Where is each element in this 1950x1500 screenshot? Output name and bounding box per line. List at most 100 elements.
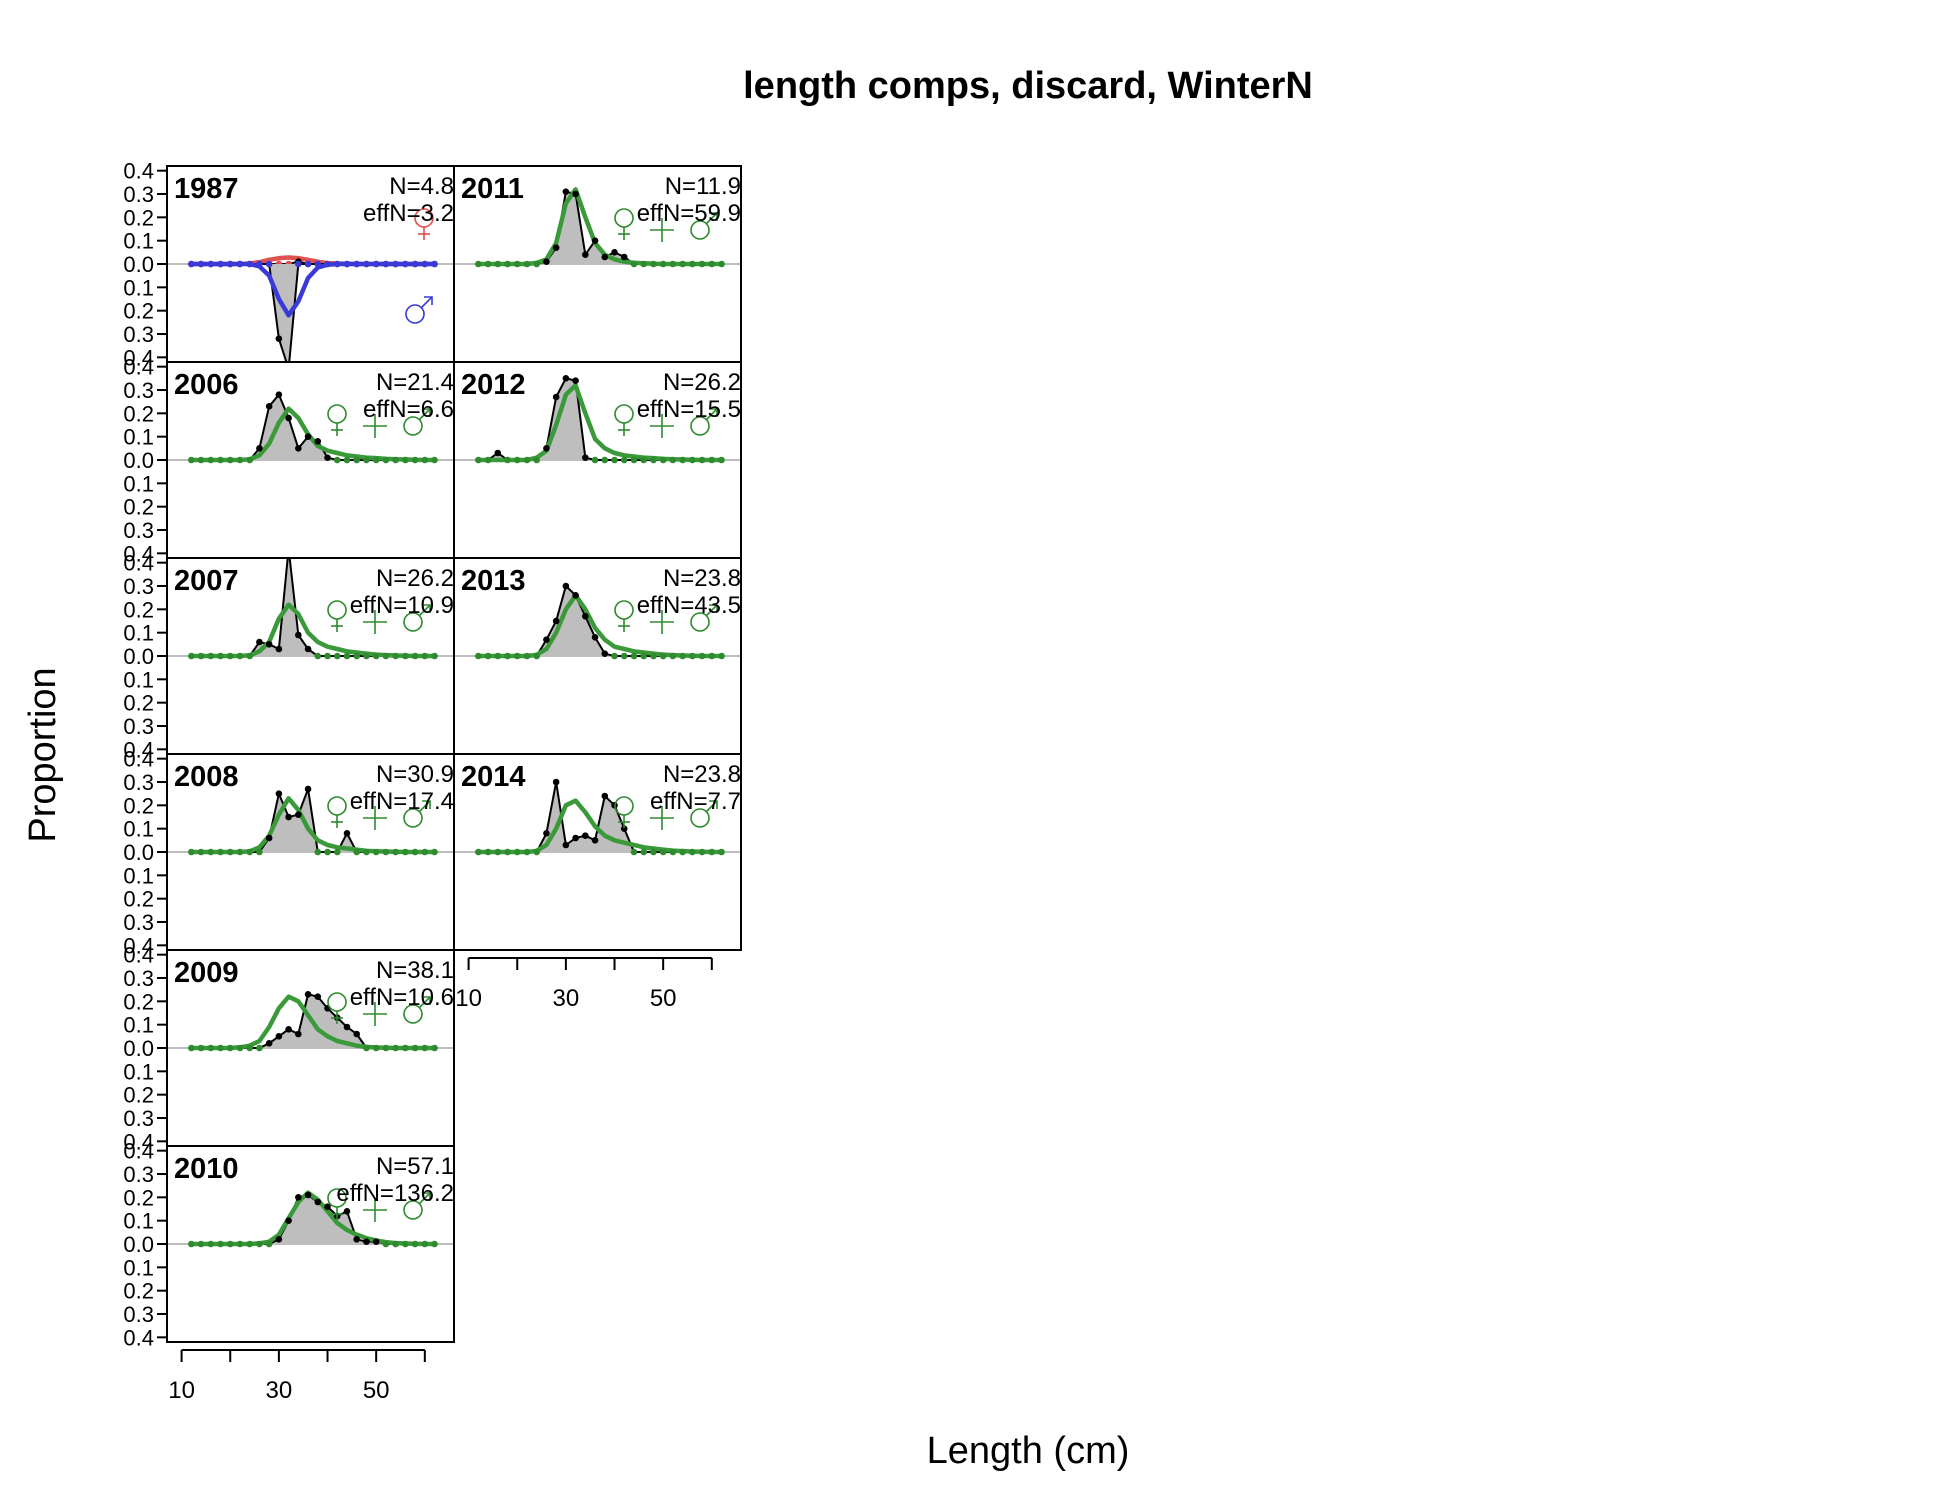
combined-observed-point <box>484 260 492 268</box>
combined-observed-point <box>630 456 638 464</box>
combined-observed-point <box>718 848 725 856</box>
x-axis-col-2: 10 30 50 <box>455 957 713 1012</box>
combined-observed-point <box>188 652 195 660</box>
combined-observed-point <box>314 993 322 1000</box>
male-symbol-arrow <box>420 296 433 309</box>
male-symbol-arrowhead <box>709 408 718 417</box>
combined-observed-point <box>630 260 638 268</box>
combined-observed-point <box>275 1236 283 1243</box>
male-symbol-icon <box>403 604 431 632</box>
combined-observed-point <box>494 652 502 660</box>
x-axis-label: Length (cm) <box>927 1430 1130 1472</box>
combined-observed-point <box>601 253 609 261</box>
combined-observed-area <box>191 1195 435 1244</box>
combined-observed-point <box>197 1240 205 1248</box>
male-symbol-arrowhead <box>424 296 433 305</box>
panel-effn-label: effN=10.6 <box>350 984 454 1011</box>
combined-observed-point <box>718 456 725 464</box>
combined-observed-point <box>640 260 648 268</box>
combined-observed-point <box>533 260 540 268</box>
combined-observed-point <box>295 445 302 452</box>
combined-observed-point <box>475 652 482 660</box>
combined-observed-point <box>236 848 244 856</box>
combined-observed-point <box>226 848 234 856</box>
male-observed-point <box>256 260 263 268</box>
x-tick-label: 50 <box>650 985 677 1012</box>
y-tick-label: 0.0 <box>123 840 154 865</box>
combined-observed-point <box>513 456 521 464</box>
combined-observed-point <box>353 1236 361 1243</box>
combined-observed-point <box>372 1044 380 1052</box>
combined-observed-point <box>689 652 696 660</box>
male-observed-point <box>285 366 292 373</box>
combined-observed-point <box>679 260 686 268</box>
male-symbol-icon <box>690 212 718 240</box>
combined-observed-point <box>669 456 677 464</box>
combined-observed-point <box>543 445 550 452</box>
combined-observed-point <box>523 652 531 660</box>
panel-effn-label: effN=17.4 <box>350 788 454 815</box>
combined-observed-point <box>620 825 628 832</box>
unsexed-symbol-icon <box>650 414 674 438</box>
combined-observed-point <box>207 456 215 464</box>
male-observed-point <box>333 260 341 268</box>
combined-observed-point <box>582 454 589 461</box>
panel-2009: 2009 N=38.1effN=10.60.40.30.20.10.00.10.2… <box>123 943 455 1154</box>
combined-observed-point <box>475 260 482 268</box>
combined-observed-point <box>708 456 716 464</box>
combined-observed-point <box>265 1240 273 1248</box>
panel-effn-label: effN=7.7 <box>650 788 741 815</box>
combined-observed-point <box>217 1044 224 1052</box>
combined-observed-point <box>411 652 419 660</box>
combined-observed-point <box>411 1044 419 1052</box>
male-symbol-arrowhead <box>709 604 718 613</box>
combined-observed-point <box>504 456 511 464</box>
combined-observed-point <box>601 650 609 657</box>
male-symbol-icon <box>690 800 718 828</box>
male-observed-point <box>304 260 312 268</box>
y-axis-label: Proportion <box>22 667 64 842</box>
male-symbol-arrowhead <box>422 604 431 613</box>
combined-observed-point <box>484 652 492 660</box>
combined-observed-point <box>698 848 706 856</box>
y-tick-label: 0.1 <box>123 425 154 450</box>
combined-observed-point <box>513 848 521 856</box>
combined-observed-point <box>679 848 686 856</box>
male-symbol-icon <box>403 1192 431 1220</box>
female-symbol-circle <box>327 992 347 1012</box>
combined-observed-point <box>197 1044 205 1052</box>
y-tick-label: 0.2 <box>123 1083 154 1108</box>
male-observed-point <box>382 260 390 268</box>
female-symbol-circle <box>614 600 634 620</box>
combined-observed-point <box>611 456 618 464</box>
combined-observed-point <box>572 834 579 842</box>
combined-observed-point <box>591 837 599 844</box>
male-symbol-arrow <box>418 408 431 421</box>
combined-observed-point <box>650 260 657 268</box>
combined-observed-point <box>572 190 579 198</box>
female-symbol-icon <box>327 404 347 436</box>
combined-observed-point <box>513 260 521 268</box>
combined-observed-point <box>411 456 419 464</box>
combined-observed-point <box>552 393 560 401</box>
male-symbol-icon <box>405 296 433 324</box>
combined-observed-point <box>650 652 657 660</box>
male-symbol-arrow <box>705 604 718 617</box>
combined-observed-point <box>304 645 312 653</box>
combined-observed-point <box>295 811 302 818</box>
combined-observed-point <box>246 848 253 856</box>
male-observed-point <box>314 260 322 268</box>
combined-observed-point <box>304 1191 312 1199</box>
combined-observed-point <box>421 456 429 464</box>
panel-n-label: N=26.2 <box>663 369 741 396</box>
y-tick-label: 0.4 <box>123 1139 154 1164</box>
combined-observed-point <box>372 1238 380 1245</box>
combined-observed-point <box>246 1240 253 1248</box>
y-tick-label: 0.0 <box>123 448 154 473</box>
male-observed-point <box>207 260 215 268</box>
female-symbol-icon <box>327 796 347 828</box>
y-tick-label: 0.4 <box>123 933 154 958</box>
male-symbol-circle <box>690 220 710 240</box>
panel-grid: 1987 N=4.8effN=3.20.40.30.20.10.00.10.20.… <box>123 159 742 1404</box>
combined-observed-point <box>431 1044 438 1052</box>
